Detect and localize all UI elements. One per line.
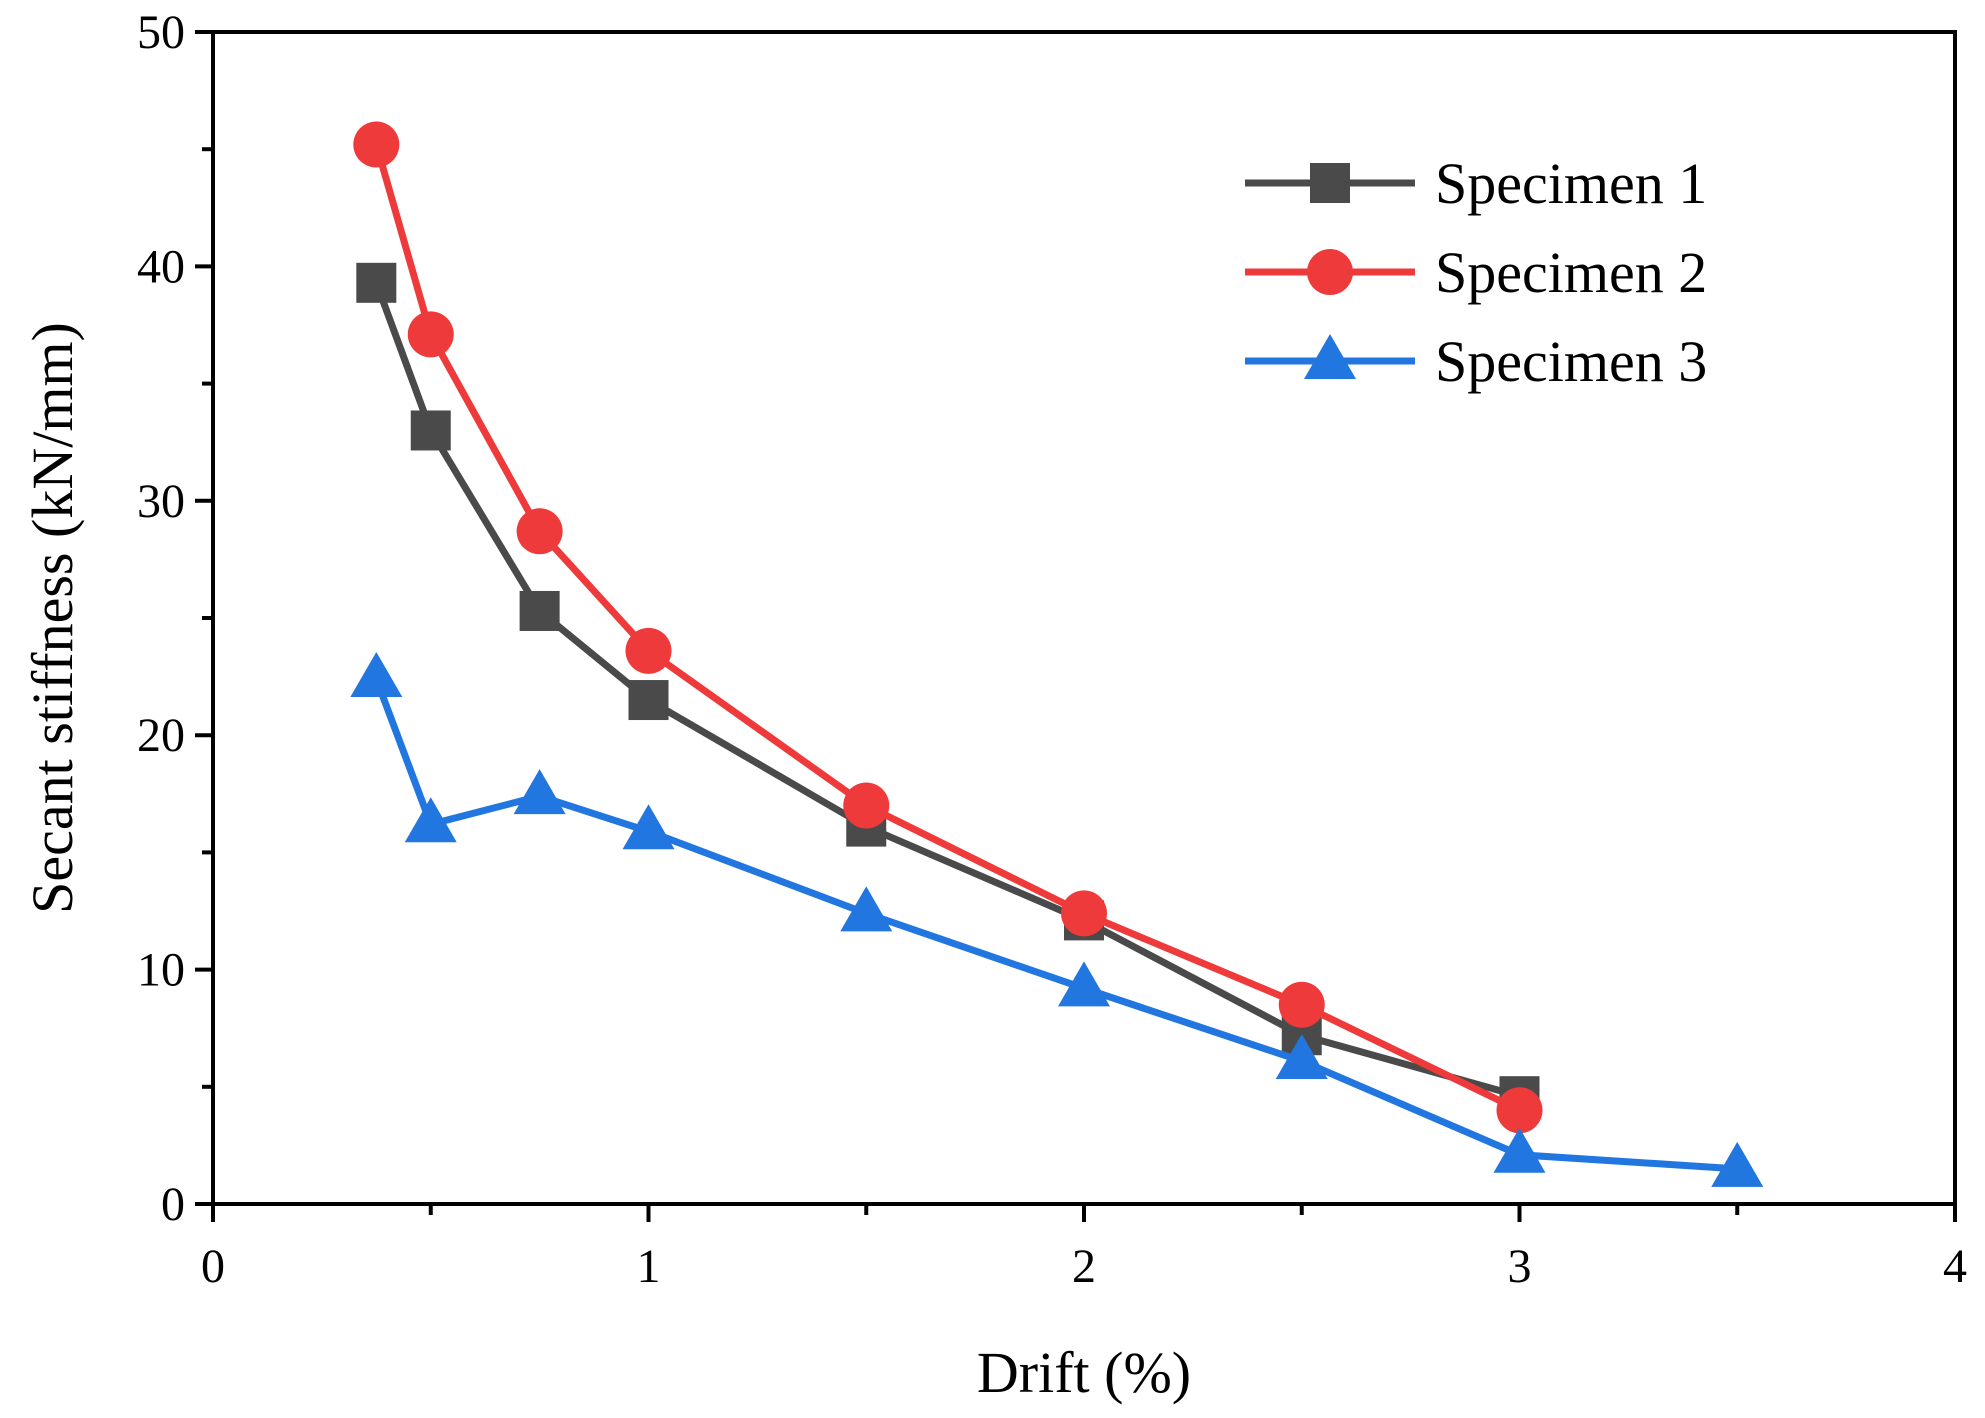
series-3 [350, 651, 1764, 1187]
x-tick-label: 1 [637, 1240, 661, 1293]
legend-swatch-marker [1307, 249, 1353, 295]
series-1-point [628, 680, 669, 721]
series-3-point [1058, 961, 1110, 1007]
series-3-point [622, 804, 675, 850]
y-tick-label: 50 [137, 6, 185, 59]
legend-item-1: Specimen 1 [1245, 151, 1707, 216]
legend-item-3: Specimen 3 [1245, 329, 1707, 394]
series-1-point [519, 590, 560, 631]
y-tick-label: 0 [161, 1178, 185, 1231]
y-tick-label: 30 [137, 475, 185, 528]
series-3-point [513, 769, 566, 815]
series-1-point [356, 262, 397, 303]
series-3-point [1275, 1034, 1328, 1080]
series-2-line [372, 143, 1522, 1114]
x-tick-label: 2 [1072, 1240, 1096, 1293]
series-2-point [1278, 981, 1325, 1028]
series-1 [356, 262, 1540, 1117]
x-axis-title: Drift (%) [977, 1340, 1191, 1405]
series-layer [350, 121, 1764, 1187]
series-2-point [516, 508, 563, 555]
series-3-point [404, 797, 457, 843]
series-3-point [350, 651, 403, 697]
series-2-point [625, 627, 672, 674]
series-3-point [1711, 1141, 1764, 1187]
series-2-point [1496, 1087, 1543, 1134]
y-tick-label: 10 [137, 944, 185, 997]
legend-label: Specimen 2 [1435, 240, 1707, 305]
legend-label: Specimen 1 [1435, 151, 1707, 216]
series-1-point [410, 410, 451, 451]
series-1-line [373, 281, 1521, 1100]
x-tick-label: 4 [1943, 1240, 1967, 1293]
series-2-point [1061, 890, 1107, 937]
series-2-point [407, 311, 454, 358]
legend-item-2: Specimen 2 [1245, 240, 1707, 305]
series-2-point [353, 121, 400, 168]
y-axis-title: Secant stiffness (kN/mm) [20, 322, 85, 914]
legend-label: Specimen 3 [1435, 329, 1707, 394]
y-tick-label: 20 [137, 709, 185, 762]
series-3-point [1493, 1127, 1546, 1173]
legend-swatch-marker [1304, 334, 1356, 379]
legend: Specimen 1 Specimen 2 Specimen 3 [1245, 151, 1707, 394]
y-tick-label: 40 [137, 240, 185, 293]
series-2 [353, 121, 1543, 1134]
plot-frame [211, 30, 1957, 1206]
legend-swatch-marker [1310, 163, 1350, 203]
x-tick-label: 3 [1508, 1240, 1532, 1293]
series-2-point [843, 782, 890, 829]
series-3-point [840, 886, 893, 932]
x-tick-label: 0 [201, 1240, 225, 1293]
